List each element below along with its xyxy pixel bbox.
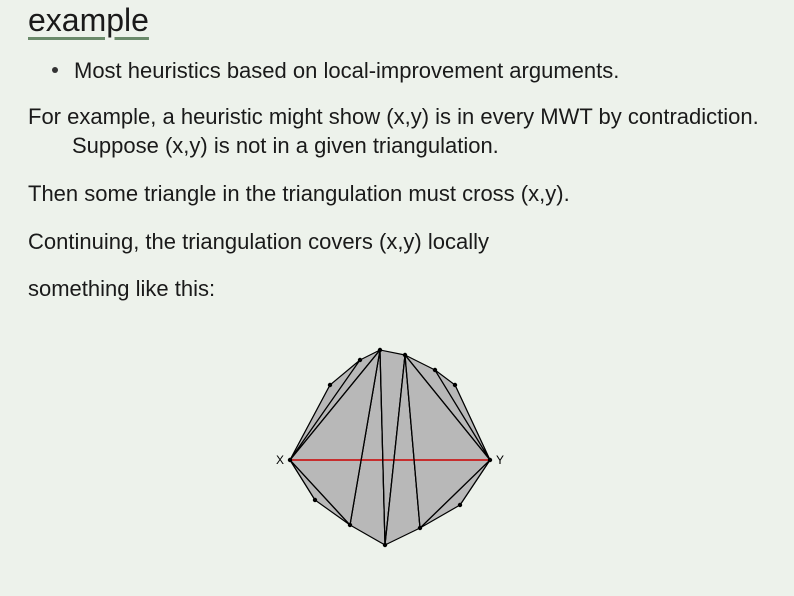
bullet-dot-icon xyxy=(52,67,58,73)
svg-text:Y: Y xyxy=(496,453,504,467)
triangulation-diagram: XY xyxy=(260,330,540,570)
paragraph-1: For example, a heuristic might show (x,y… xyxy=(28,102,766,161)
svg-text:X: X xyxy=(276,453,284,467)
bullet-text: Most heuristics based on local-improveme… xyxy=(74,57,619,86)
paragraph-3: Continuing, the triangulation covers (x,… xyxy=(28,227,766,257)
slide-body: Most heuristics based on local-improveme… xyxy=(0,39,794,304)
paragraph-4: something like this: xyxy=(28,274,766,304)
bullet-item: Most heuristics based on local-improveme… xyxy=(28,57,766,86)
paragraph-2: Then some triangle in the triangulation … xyxy=(28,179,766,209)
slide-title: example xyxy=(0,0,794,39)
